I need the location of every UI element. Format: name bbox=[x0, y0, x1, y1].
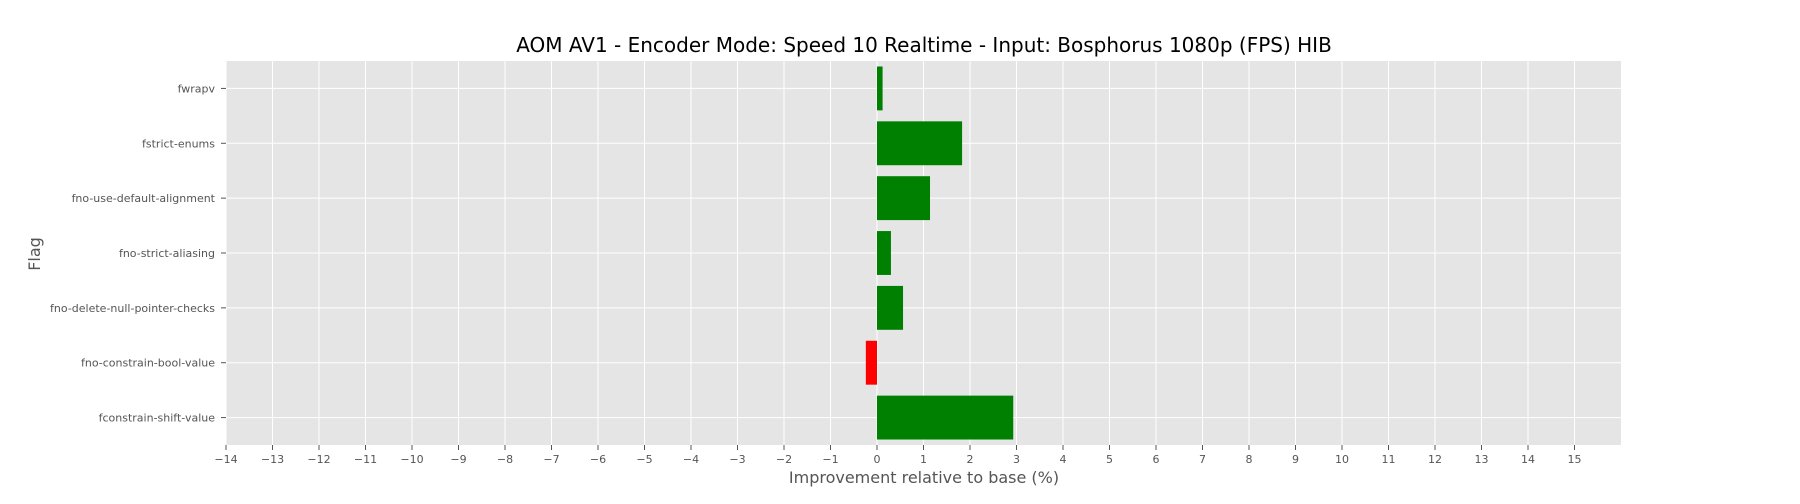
x-tick-label: 15 bbox=[1568, 453, 1582, 466]
x-tick-label: −10 bbox=[400, 453, 423, 466]
x-tick-label: −8 bbox=[497, 453, 513, 466]
y-tick-label: fconstrain-shift-value bbox=[99, 412, 216, 425]
y-tick-label: fno-constrain-bool-value bbox=[81, 357, 215, 370]
bar-fno-delete-null-pointer-checks bbox=[877, 285, 904, 330]
x-tick-label: 6 bbox=[1153, 453, 1160, 466]
x-tick-label: −9 bbox=[450, 453, 466, 466]
y-axis-label: Flag bbox=[25, 237, 44, 271]
x-axis-ticks: −14 −13 −12 −11 −10 −9 −8 −7 −6 −5 −4 −3 −2 −1 0 1 2 3 4 5 6… bbox=[214, 445, 1582, 466]
x-tick-label: 3 bbox=[1013, 453, 1020, 466]
x-tick-label: −1 bbox=[822, 453, 838, 466]
bar-fno-strict-aliasing bbox=[877, 231, 891, 275]
x-tick-label: 2 bbox=[967, 453, 974, 466]
x-tick-label: −13 bbox=[261, 453, 284, 466]
y-tick-label: fwrapv bbox=[178, 82, 216, 95]
bar-fno-constrain-bool-value bbox=[865, 340, 877, 385]
y-tick-label: fno-use-default-alignment bbox=[72, 192, 216, 205]
bars bbox=[865, 66, 1014, 440]
x-tick-label: 12 bbox=[1428, 453, 1442, 466]
x-tick-label: 11 bbox=[1382, 453, 1396, 466]
bar-fconstrain-shift-value bbox=[877, 395, 1014, 440]
x-tick-label: 10 bbox=[1335, 453, 1349, 466]
x-tick-label: 5 bbox=[1106, 453, 1113, 466]
x-tick-label: 14 bbox=[1521, 453, 1535, 466]
x-tick-label: −11 bbox=[354, 453, 377, 466]
x-tick-label: 1 bbox=[920, 453, 927, 466]
x-tick-label: 0 bbox=[874, 453, 881, 466]
x-tick-label: 9 bbox=[1292, 453, 1299, 466]
x-tick-label: 13 bbox=[1475, 453, 1489, 466]
x-tick-label: 7 bbox=[1199, 453, 1206, 466]
x-tick-label: −3 bbox=[729, 453, 745, 466]
x-axis-label: Improvement relative to base (%) bbox=[789, 468, 1059, 487]
y-axis-ticks: fwrapv fstrict-enums fno-use-default-align… bbox=[50, 82, 226, 425]
y-tick-label: fstrict-enums bbox=[142, 137, 215, 150]
x-tick-label: 4 bbox=[1060, 453, 1067, 466]
x-tick-label: −12 bbox=[307, 453, 330, 466]
y-tick-label: fno-strict-aliasing bbox=[119, 247, 215, 260]
x-tick-label: −7 bbox=[543, 453, 559, 466]
y-tick-label: fno-delete-null-pointer-checks bbox=[50, 302, 215, 315]
x-tick-label: −5 bbox=[636, 453, 652, 466]
x-tick-label: −6 bbox=[590, 453, 606, 466]
chart-title: AOM AV1 - Encoder Mode: Speed 10 Realtim… bbox=[516, 33, 1332, 57]
bar-fstrict-enums bbox=[877, 121, 963, 166]
x-tick-label: −4 bbox=[683, 453, 699, 466]
bar-fwrapv bbox=[877, 66, 883, 111]
bar-fno-use-default-alignment bbox=[877, 176, 931, 221]
x-tick-label: −14 bbox=[214, 453, 237, 466]
x-tick-label: 8 bbox=[1246, 453, 1253, 466]
x-tick-label: −2 bbox=[776, 453, 792, 466]
grid-lines bbox=[225, 61, 1621, 445]
